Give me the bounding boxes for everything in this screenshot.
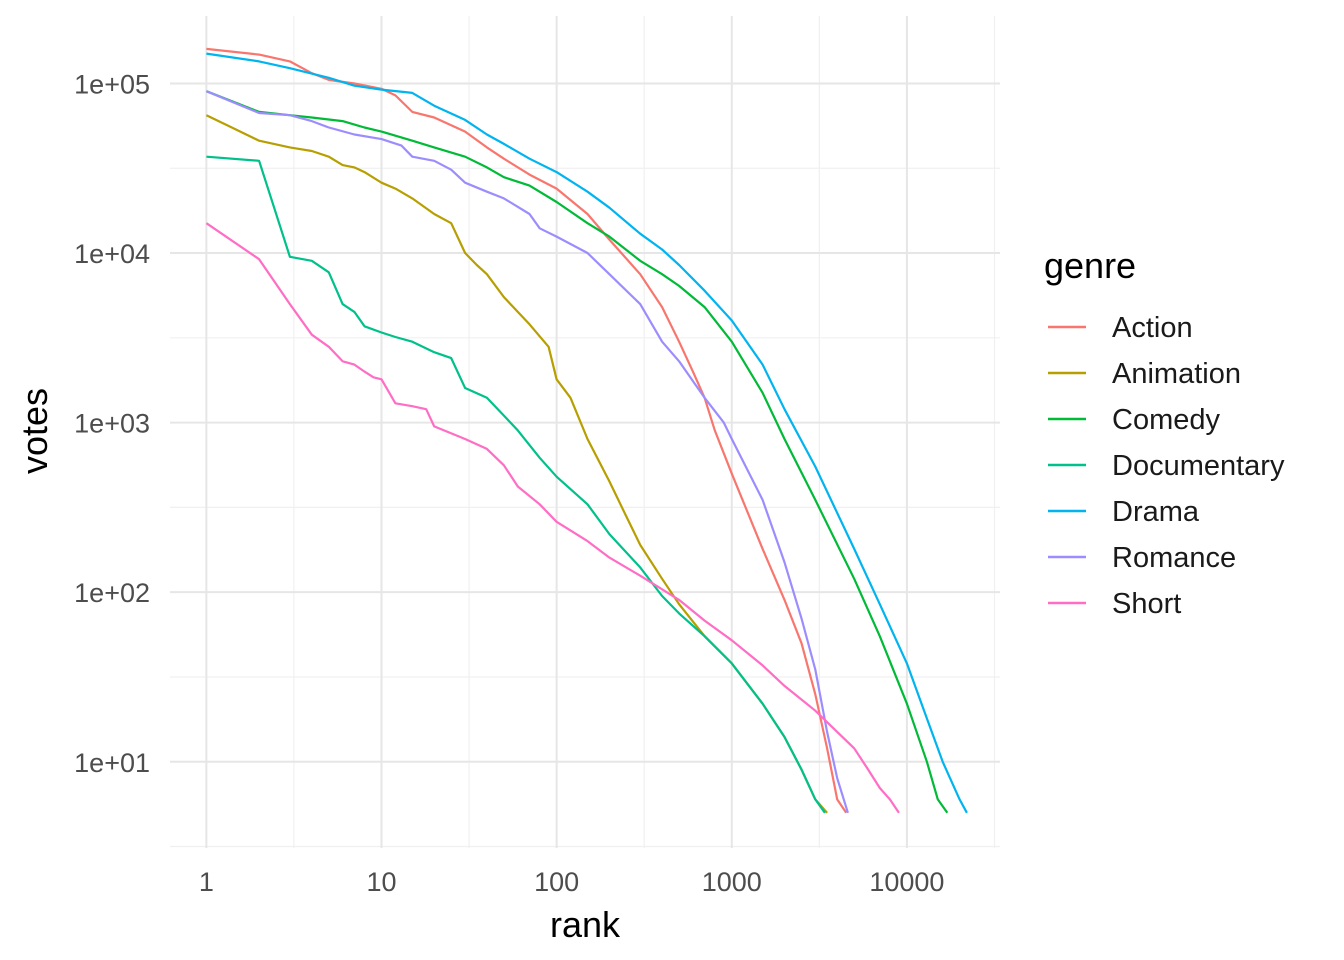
series-line-documentary	[206, 155, 826, 814]
y-axis-ticks: 1e+01 1e+02 1e+03 1e+04 1e+05	[74, 69, 150, 777]
y-tick-label: 1e+03	[74, 409, 150, 439]
legend-label-documentary: Documentary	[1112, 450, 1285, 482]
legend: genre Action Animation Comedy Documentary Dr…	[1044, 245, 1285, 620]
legend-label-comedy: Comedy	[1112, 404, 1220, 436]
series-line-animation	[205, 114, 828, 814]
legend-label-short: Short	[1112, 588, 1181, 620]
x-tick-label: 1	[199, 867, 214, 897]
legend-label-romance: Romance	[1112, 542, 1236, 574]
legend-label-animation: Animation	[1112, 358, 1241, 390]
x-tick-label: 1000	[702, 867, 762, 897]
series-line-short	[205, 222, 900, 814]
series-line-comedy	[205, 90, 949, 814]
legend-label-action: Action	[1112, 312, 1193, 344]
series-line-romance	[205, 90, 849, 814]
x-axis-title: rank	[550, 904, 621, 945]
series-line-action	[206, 47, 848, 814]
y-tick-label: 1e+01	[74, 748, 150, 778]
y-tick-label: 1e+02	[74, 578, 150, 608]
y-tick-label: 1e+05	[74, 69, 150, 99]
plot-series	[205, 47, 968, 814]
major-gridlines	[170, 16, 1000, 848]
x-tick-label: 10000	[869, 867, 944, 897]
x-axis-ticks: 1 10 100 1000 10000	[199, 867, 945, 897]
x-tick-label: 100	[534, 867, 579, 897]
x-tick-label: 10	[366, 867, 396, 897]
y-tick-label: 1e+04	[74, 239, 150, 269]
y-axis-title: votes	[14, 388, 55, 474]
minor-gridlines	[170, 16, 1000, 848]
series-line-drama	[206, 52, 968, 814]
legend-label-drama: Drama	[1112, 496, 1200, 528]
legend-title: genre	[1044, 245, 1136, 286]
